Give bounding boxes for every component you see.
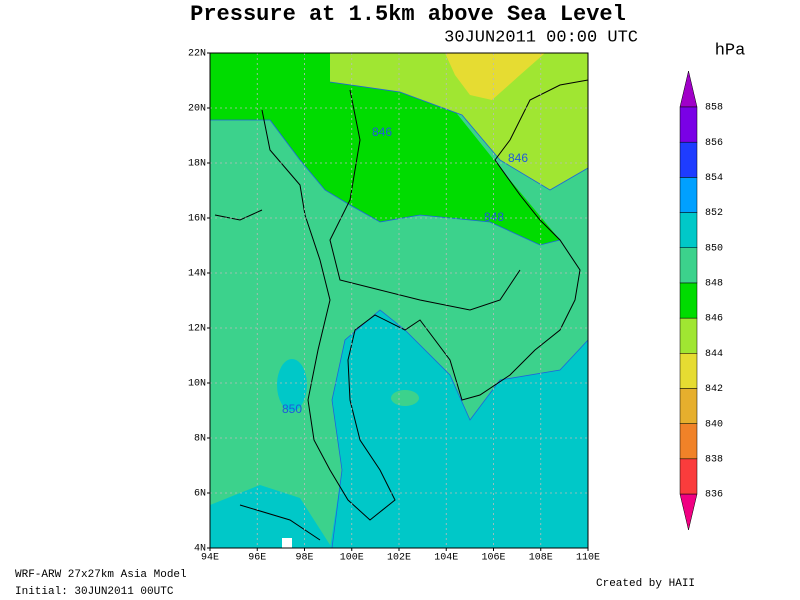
- colorbar-band: [679, 423, 698, 460]
- colorbar-band: [679, 317, 698, 354]
- lon-tick-label: 100E: [340, 553, 364, 564]
- title: Pressure at 1.5km above Sea Level: [190, 2, 626, 27]
- subtitle: 30JUN2011 00:00 UTC: [444, 28, 638, 47]
- field-842: [445, 53, 545, 100]
- lat-tick-label: 22N: [188, 49, 206, 60]
- colorbar-label: 842: [705, 384, 723, 395]
- lon-tick-label: 94E: [201, 553, 219, 564]
- lon-tick-label: 96E: [248, 553, 266, 564]
- colorbar-extend-low: [679, 493, 698, 531]
- lon-tick-label: 98E: [295, 553, 313, 564]
- footer-model: WRF-ARW 27x27km Asia Model: [15, 569, 187, 581]
- colorbar-band: [679, 458, 698, 495]
- colorbar-band: [679, 282, 698, 319]
- contour-label: 848: [484, 210, 504, 224]
- lat-tick-label: 8N: [194, 434, 206, 445]
- colorbar-extend-high: [679, 70, 698, 108]
- colorbar-label: 844: [705, 349, 723, 360]
- colorbar: hPa 836 838 840 842 844 846 848 850 852 854 856 858: [679, 41, 746, 531]
- colorbar-label: 854: [705, 173, 723, 184]
- lat-tick-label: 20N: [188, 104, 206, 115]
- contour-line: [329, 81, 589, 191]
- coastline: [261, 79, 589, 521]
- contour-label: 846: [508, 151, 528, 165]
- coastline: [214, 209, 263, 221]
- colorbar-unit: hPa: [715, 41, 746, 60]
- map-marker: [282, 538, 292, 548]
- colorbar-label: 846: [705, 314, 723, 325]
- colorbar-label: 856: [705, 138, 723, 149]
- colorbar-label: 836: [705, 490, 723, 501]
- colorbar-band: [679, 141, 698, 178]
- colorbar-label: 852: [705, 208, 723, 219]
- lat-tick-label: 12N: [188, 324, 206, 335]
- lon-tick-label: 102E: [387, 553, 411, 564]
- coastline: [239, 504, 321, 541]
- colorbar-band: [679, 247, 698, 284]
- colorbar-band: [679, 212, 698, 248]
- lon-tick-label: 108E: [529, 553, 553, 564]
- contour-label: 846: [372, 125, 392, 139]
- colorbar-label: 850: [705, 243, 723, 254]
- colorbar-band: [679, 388, 698, 424]
- lat-tick-label: 16N: [188, 214, 206, 225]
- lat-tick-label: 4N: [194, 544, 206, 555]
- colorbar-label: 858: [705, 103, 723, 114]
- contour-label: 850: [282, 402, 302, 416]
- colorbar-label: 848: [705, 279, 723, 290]
- lat-tick-label: 10N: [188, 379, 206, 390]
- field-850-sea: [330, 310, 588, 548]
- field-848-patch: [391, 390, 419, 406]
- colorbar-band: [679, 353, 698, 389]
- field-844: [330, 53, 588, 190]
- lat-tick-label: 6N: [194, 489, 206, 500]
- lon-tick-label: 110E: [576, 553, 600, 564]
- lat-tick-label: 18N: [188, 159, 206, 170]
- colorbar-label: 838: [705, 454, 723, 465]
- border: [329, 89, 521, 311]
- field-850-andaman: [210, 485, 332, 548]
- lat-tick-label: 14N: [188, 269, 206, 280]
- colorbar-band: [679, 177, 698, 213]
- field-850-patch: [277, 359, 307, 411]
- footer-credit: Created by HAII: [596, 578, 695, 590]
- contour-line: [210, 119, 561, 246]
- field-846: [210, 53, 560, 245]
- colorbar-label: 840: [705, 419, 723, 430]
- map: 846 846 848 850: [209, 52, 589, 549]
- lon-tick-label: 104E: [434, 553, 458, 564]
- colorbar-band: [679, 106, 698, 143]
- footer-initial: Initial: 30JUN2011 00UTC: [15, 586, 174, 598]
- lon-tick-label: 106E: [481, 553, 505, 564]
